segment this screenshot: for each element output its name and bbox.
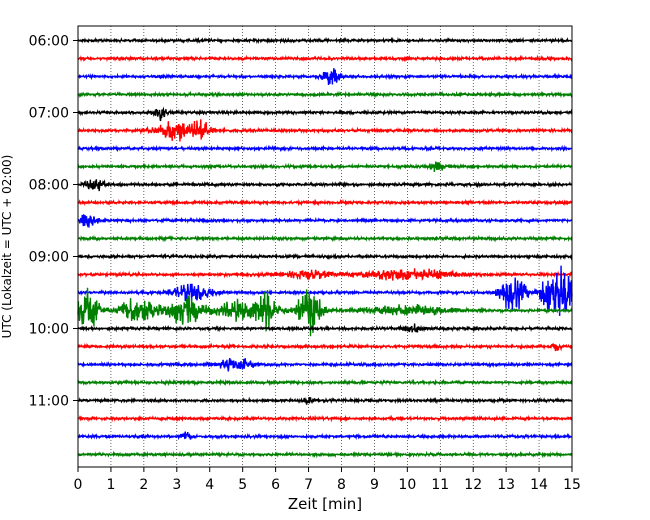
trace-line — [77, 90, 573, 99]
x-tick-label: 12 — [464, 477, 482, 493]
x-tick-label: 11 — [431, 477, 449, 493]
trace-line — [77, 214, 573, 228]
trace-line — [77, 161, 573, 172]
y-axis-ticks: 06:00 07:00 08:00 09:00 10:00 11:00 — [29, 34, 78, 410]
trace-line — [77, 431, 573, 441]
trace-line — [77, 357, 573, 372]
x-tick-label: 2 — [139, 477, 148, 493]
trace-line — [77, 68, 573, 85]
y-tick-label: 11:00 — [29, 394, 69, 410]
x-tick-label: 5 — [238, 477, 247, 493]
trace-line — [77, 414, 573, 423]
trace-line — [77, 106, 573, 122]
x-tick-label: 6 — [271, 477, 280, 493]
trace-line — [77, 234, 573, 243]
trace-line — [77, 287, 573, 337]
y-tick-label: 07:00 — [29, 106, 69, 122]
trace-line — [77, 396, 573, 405]
x-tick-label: 0 — [74, 477, 83, 493]
x-tick-label: 14 — [530, 477, 548, 493]
x-tick-label: 9 — [370, 477, 379, 493]
trace-line — [77, 265, 573, 316]
trace-line — [77, 450, 573, 459]
trace-line — [77, 36, 573, 45]
x-tick-label: 4 — [205, 477, 214, 493]
x-tick-label: 10 — [398, 477, 416, 493]
x-tick-label: 8 — [337, 477, 346, 493]
trace-line — [77, 144, 573, 153]
y-tick-label: 06:00 — [29, 34, 69, 50]
x-tick-label: 15 — [563, 477, 581, 493]
trace-line — [77, 378, 573, 387]
trace-line — [77, 54, 573, 63]
x-tick-label: 13 — [497, 477, 515, 493]
x-tick-label: 3 — [172, 477, 181, 493]
plot-frame — [77, 25, 573, 468]
x-tick-label: 7 — [304, 477, 313, 493]
trace-line — [77, 119, 573, 142]
y-tick-label: 08:00 — [29, 178, 69, 194]
trace-line — [77, 342, 573, 352]
x-tick-label: 1 — [106, 477, 115, 493]
traces — [77, 36, 573, 459]
trace-line — [77, 268, 573, 282]
y-tick-label: 10:00 — [29, 322, 69, 338]
trace-line — [77, 323, 573, 333]
x-axis-label: Zeit [min] — [288, 495, 362, 513]
x-axis-ticks: 0 1 2 3 4 5 6 7 8 9 10 11 12 13 14 15 — [74, 467, 581, 493]
y-axis-label: UTC (Lokalzeit = UTC + 02:00) — [0, 155, 14, 339]
trace-line — [77, 198, 573, 207]
y-tick-label: 09:00 — [29, 250, 69, 266]
trace-line — [77, 252, 573, 261]
trace-line — [77, 179, 573, 192]
